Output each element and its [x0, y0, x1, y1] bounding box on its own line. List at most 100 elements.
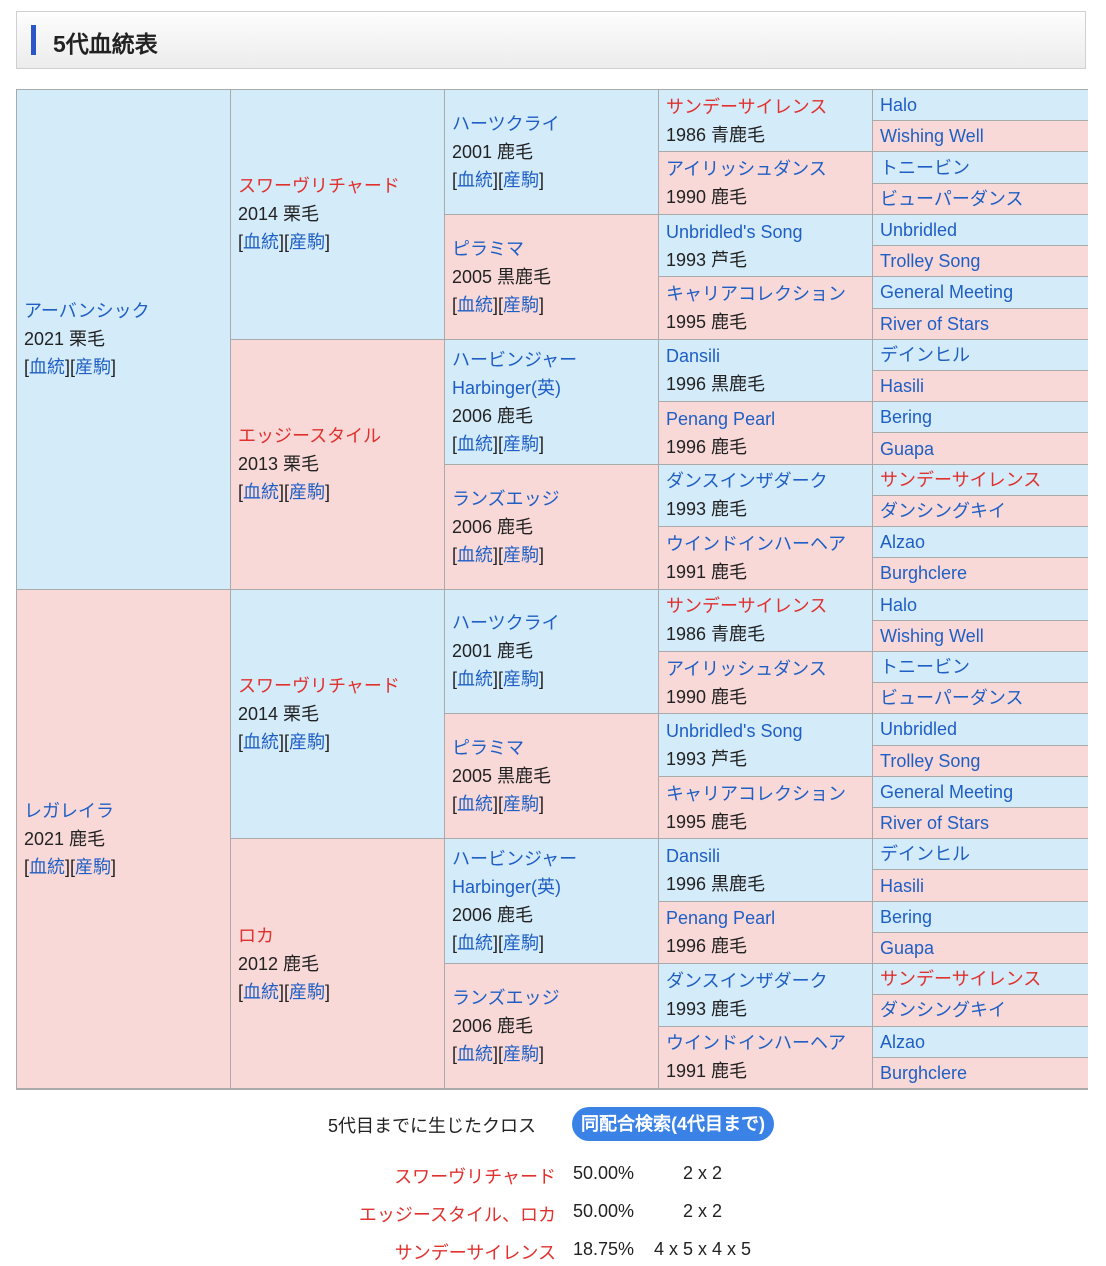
horse-name-link[interactable]: Hasili [880, 376, 925, 397]
horse-name-link[interactable]: ダンスインザダーク [666, 970, 828, 991]
horse-name-link[interactable]: ランズエッジ [452, 488, 560, 509]
horse-name-link[interactable]: ビューパーダンス [880, 688, 1024, 709]
horse-name-link[interactable]: Penang Pearl [666, 408, 776, 429]
pedigree-link[interactable]: 血統 [243, 232, 280, 253]
same-mating-search-button[interactable]: 同配合検索(4代目まで) [572, 1107, 774, 1141]
horse-name-link[interactable]: General Meeting [880, 781, 1014, 802]
horse-name-link[interactable]: スワーヴリチャード [238, 176, 400, 197]
horse-name-link[interactable]: ピラミマ [452, 738, 524, 759]
horse-name-link[interactable]: ダンシングキイ [880, 500, 1006, 521]
horse-name-link[interactable]: Dansili [666, 845, 721, 866]
horse-foreign-name-link[interactable]: Harbinger(英) [452, 877, 562, 898]
offspring-link[interactable]: 産駒 [503, 544, 540, 565]
horse-name-link[interactable]: Unbridled [880, 219, 958, 240]
horse-name-link[interactable]: Alzao [880, 1031, 926, 1052]
pedigree-link[interactable]: 血統 [457, 294, 494, 315]
horse-name-link[interactable]: Bering [880, 906, 933, 927]
horse-foreign-name-link[interactable]: Harbinger(英) [452, 377, 562, 398]
horse-name-link[interactable]: Wishing Well [880, 625, 984, 646]
offspring-link[interactable]: 産駒 [75, 357, 112, 378]
pedigree-link[interactable]: 血統 [457, 1044, 494, 1065]
horse-name-link[interactable]: Unbridled's Song [666, 221, 803, 242]
horse-name-link[interactable]: ダンシングキイ [880, 1000, 1006, 1021]
horse-name-link[interactable]: Halo [880, 95, 918, 116]
horse-name-link[interactable]: ウインドインハーヘア [666, 533, 846, 554]
horse-name-link[interactable]: Guapa [880, 938, 935, 959]
horse-name-link[interactable]: Penang Pearl [666, 908, 776, 929]
horse-name-link[interactable]: アイリッシュダンス [666, 159, 827, 180]
pedigree-link[interactable]: 血統 [457, 669, 494, 690]
offspring-link[interactable]: 産駒 [503, 794, 540, 815]
horse-name-link[interactable]: Dansili [666, 346, 721, 367]
horse-name-link[interactable]: エッジースタイル [238, 426, 382, 447]
horse-name-link[interactable]: ハービンジャー [452, 849, 578, 870]
horse-name-link[interactable]: サンデーサイレンス [666, 96, 828, 117]
horse-name-link[interactable]: Halo [880, 594, 918, 615]
pedigree-link[interactable]: 血統 [29, 856, 66, 877]
horse-name-link[interactable]: Wishing Well [880, 126, 984, 147]
offspring-link[interactable]: 産駒 [503, 1044, 540, 1065]
pedigree-link[interactable]: 血統 [457, 544, 494, 565]
horse-name-link[interactable]: キャリアコレクション [666, 284, 846, 305]
horse-name-link[interactable]: ロカ [238, 925, 274, 946]
horse-name-link[interactable]: トニービン [880, 157, 970, 178]
offspring-link[interactable]: 産駒 [289, 731, 326, 752]
horse-name-link[interactable]: Alzao [880, 532, 926, 553]
horse-name-link[interactable]: River of Stars [880, 313, 990, 334]
horse-name-link[interactable]: ランズエッジ [452, 988, 560, 1009]
horse-name-link[interactable]: General Meeting [880, 282, 1014, 303]
offspring-link[interactable]: 産駒 [503, 933, 540, 954]
cross-horse-name[interactable]: サンデーサイレンス [394, 1243, 556, 1263]
offspring-link[interactable]: 産駒 [75, 856, 112, 877]
pedigree-link[interactable]: 血統 [457, 169, 494, 190]
pedigree-link[interactable]: 血統 [243, 981, 280, 1002]
horse-name-link[interactable]: Hasili [880, 875, 925, 896]
horse-name-link[interactable]: スワーヴリチャード [238, 675, 400, 696]
horse-name-link[interactable]: Bering [880, 407, 933, 428]
horse-name-link[interactable]: デインヒル [880, 344, 970, 365]
horse-name-link[interactable]: Guapa [880, 438, 935, 459]
horse-birth-coat: 2006 鹿毛 [452, 1016, 534, 1037]
horse-name-link[interactable]: ハービンジャー [452, 349, 578, 370]
offspring-link[interactable]: 産駒 [289, 981, 326, 1002]
horse-name-link[interactable]: ピラミマ [452, 238, 524, 259]
pedigree-link[interactable]: 血統 [243, 482, 280, 503]
cross-horse-name[interactable]: スワーヴリチャード [394, 1167, 556, 1187]
horse-name-link[interactable]: レガレイラ [24, 800, 114, 821]
offspring-link[interactable]: 産駒 [503, 294, 540, 315]
offspring-link[interactable]: 産駒 [503, 669, 540, 690]
pedigree-link[interactable]: 血統 [457, 433, 494, 454]
horse-name-link[interactable]: ビューパーダンス [880, 188, 1024, 209]
horse-name-link[interactable]: アーバンシック [24, 301, 150, 322]
offspring-link[interactable]: 産駒 [289, 482, 326, 503]
cross-horse-name[interactable]: エッジースタイル、ロカ [358, 1205, 556, 1225]
horse-birth-coat: 1995 鹿毛 [666, 312, 748, 333]
pedigree-link[interactable]: 血統 [243, 731, 280, 752]
pedigree-link[interactable]: 血統 [457, 794, 494, 815]
horse-name-link[interactable]: キャリアコレクション [666, 783, 846, 804]
horse-name-link[interactable]: デインヒル [880, 844, 970, 865]
pedigree-cell-gen4: アイリッシュダンス 1990 鹿毛 [659, 152, 873, 215]
horse-name-link[interactable]: Unbridled's Song [666, 721, 803, 742]
offspring-link[interactable]: 産駒 [503, 433, 540, 454]
pedigree-link[interactable]: 血統 [457, 933, 494, 954]
horse-name-link[interactable]: Trolley Song [880, 251, 981, 272]
horse-name-link[interactable]: ウインドインハーヘア [666, 1033, 846, 1054]
horse-name-link[interactable]: ダンスインザダーク [666, 471, 828, 492]
offspring-link[interactable]: 産駒 [503, 169, 540, 190]
horse-name-link[interactable]: Unbridled [880, 719, 958, 740]
horse-name-link[interactable]: ハーツクライ [452, 613, 560, 634]
horse-name-link[interactable]: トニービン [880, 657, 970, 678]
horse-name-link[interactable]: Trolley Song [880, 750, 981, 771]
header-accent-bar [31, 25, 36, 55]
horse-name-link[interactable]: Burghclere [880, 1062, 968, 1083]
horse-name-link[interactable]: Burghclere [880, 563, 968, 584]
horse-name-link[interactable]: サンデーサイレンス [880, 969, 1042, 990]
horse-name-link[interactable]: アイリッシュダンス [666, 658, 827, 679]
horse-name-link[interactable]: サンデーサイレンス [880, 469, 1042, 490]
horse-name-link[interactable]: サンデーサイレンス [666, 596, 828, 617]
horse-name-link[interactable]: River of Stars [880, 813, 990, 834]
offspring-link[interactable]: 産駒 [289, 232, 326, 253]
horse-name-link[interactable]: ハーツクライ [452, 113, 560, 134]
pedigree-link[interactable]: 血統 [29, 357, 66, 378]
